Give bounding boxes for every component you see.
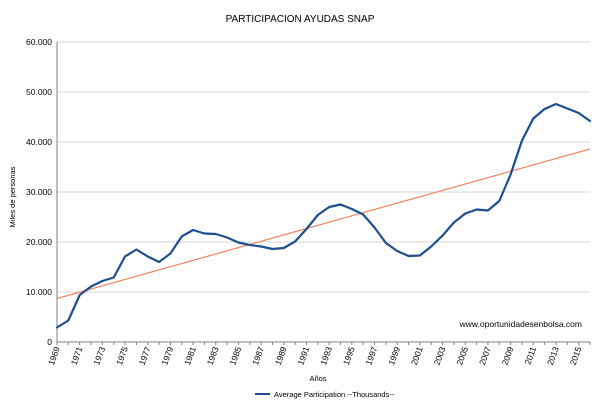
- series-point: [498, 200, 501, 202]
- x-axis-label: Años: [309, 374, 326, 383]
- series-point: [453, 221, 455, 224]
- trendline: [56, 148, 591, 300]
- series-point: [146, 255, 149, 258]
- series-point: [237, 241, 240, 244]
- y-tick-label: 40.000: [26, 137, 52, 147]
- x-tick-label: 1997: [364, 345, 380, 366]
- x-tick-label: 1979: [159, 345, 175, 366]
- series-point: [260, 245, 263, 248]
- x-tick-label: 2015: [568, 345, 584, 366]
- x-tick-label: 1987: [250, 345, 266, 366]
- legend-label: Average Participation --Thousands--: [274, 390, 395, 399]
- series-point: [396, 250, 399, 252]
- series-point: [555, 103, 557, 105]
- series-line: [55, 102, 592, 329]
- y-axis-ticks: 0 10.000 20.000 30.000 40.000 50.000 60.000: [26, 37, 52, 347]
- y-tick-label: 20.000: [26, 237, 52, 247]
- series-point: [192, 229, 194, 231]
- grid: [57, 41, 590, 293]
- series-point: [362, 213, 365, 216]
- series-point: [373, 226, 376, 229]
- x-tick-label: 1975: [114, 345, 130, 366]
- series-point: [441, 234, 444, 237]
- series-point: [56, 326, 58, 329]
- watermark-text: www.oportunidadesenbolsa.com: [459, 319, 582, 329]
- y-axis-label: Miles de personas: [8, 166, 17, 227]
- series-point: [589, 120, 591, 122]
- x-tick-label: 1985: [227, 345, 243, 366]
- series-point: [271, 248, 274, 250]
- series-point: [214, 233, 217, 235]
- series-point: [407, 255, 410, 257]
- trendline-layer: [56, 148, 591, 300]
- series-layer: [55, 102, 592, 329]
- series-point: [101, 280, 104, 282]
- series-point: [509, 173, 512, 176]
- x-tick-label: 2009: [500, 345, 516, 366]
- x-tick-label: 1977: [137, 345, 153, 366]
- series-point: [305, 228, 308, 230]
- x-tick-label: 1971: [69, 345, 85, 366]
- series-point: [169, 252, 172, 255]
- x-tick-label: 1969: [46, 345, 62, 366]
- series-point: [226, 236, 229, 239]
- series-point: [316, 214, 319, 216]
- x-tick-label: 2013: [545, 345, 561, 366]
- y-tick-label: 60.000: [26, 37, 52, 47]
- series-point: [350, 208, 353, 210]
- series-point: [577, 112, 580, 114]
- series-point: [158, 261, 160, 263]
- chart-title: PARTICIPACION AYUDAS SNAP: [226, 14, 375, 25]
- x-tick-label: 1993: [318, 345, 334, 366]
- series-point: [135, 248, 138, 251]
- series-point: [464, 212, 467, 215]
- x-tick-label: 1989: [273, 345, 289, 366]
- series-point: [521, 139, 523, 142]
- series-point: [475, 208, 478, 211]
- x-tick-label: 2001: [409, 345, 425, 366]
- x-tick-label: 1981: [182, 345, 198, 366]
- y-tick-label: 50.000: [26, 87, 52, 97]
- series-point: [282, 247, 285, 249]
- x-tick-label: 1983: [205, 345, 221, 366]
- series-point: [90, 285, 92, 288]
- x-tick-label: 1995: [341, 345, 357, 366]
- y-tick-label: 30.000: [26, 187, 52, 197]
- series-point: [430, 245, 433, 248]
- series-point: [67, 319, 70, 322]
- y-tick-label: 10.000: [26, 287, 52, 297]
- series-point: [339, 203, 342, 206]
- x-tick-label: 2007: [477, 345, 493, 366]
- x-tick-label: 2011: [523, 345, 539, 366]
- series-point: [294, 240, 297, 243]
- series-point: [203, 232, 206, 235]
- series-point: [78, 294, 81, 296]
- x-tick-label: 1973: [91, 345, 107, 366]
- y-tick-label: 0: [47, 337, 52, 347]
- series-point: [532, 117, 535, 120]
- series-point: [487, 209, 489, 212]
- series-point: [328, 206, 331, 208]
- x-tick-label: 2005: [454, 345, 470, 366]
- series-point: [384, 242, 387, 244]
- x-axis-ticks: 1969 1971 1973 1975 1977 1979 1981 1983 1985 1987…: [46, 342, 591, 366]
- series-point: [566, 107, 569, 110]
- series-point: [418, 254, 421, 257]
- series-point: [180, 235, 183, 238]
- x-tick-label: 1991: [296, 345, 312, 366]
- legend: Average Participation --Thousands--: [255, 390, 395, 399]
- x-tick-label: 1999: [386, 345, 402, 366]
- x-tick-label: 2003: [432, 345, 448, 366]
- series-point: [248, 244, 251, 246]
- series-point: [543, 108, 546, 110]
- series-point: [124, 255, 126, 258]
- series-point: [112, 276, 115, 279]
